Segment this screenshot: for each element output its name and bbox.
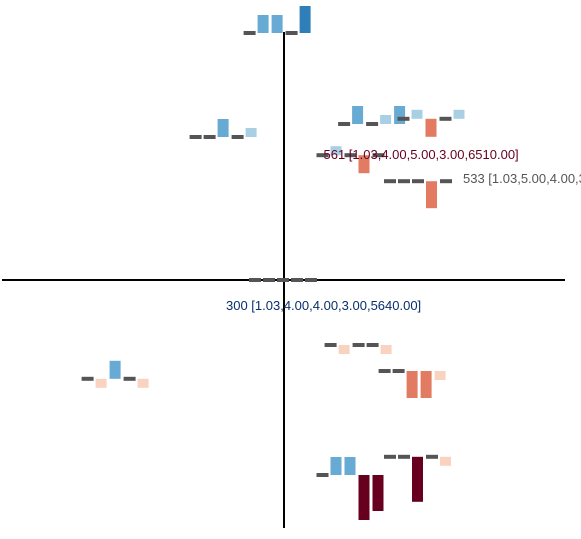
glyph-cell-neutral (392, 369, 405, 373)
glyph-cell-neutral (384, 454, 396, 459)
glyph-cell-negative (425, 118, 437, 137)
glyph-layer (81, 6, 465, 520)
glyph-cell-positive (271, 15, 283, 33)
glyph-cell-neutral (378, 369, 391, 373)
glyph-cell-positive (109, 360, 121, 379)
glyph-cell-neutral (285, 31, 298, 35)
glyph-cell-neutral (366, 343, 379, 347)
glyph-cell-positive (245, 128, 257, 137)
glyph-cell-positive (330, 457, 342, 475)
point-glyph-p8[interactable] (324, 343, 392, 354)
glyph-cell-neutral (203, 135, 216, 139)
glyph-cell-negative (95, 378, 107, 388)
glyph-cell-positive (453, 109, 465, 119)
glyph-cell-neutral (439, 116, 452, 121)
glyph-cell-neutral (366, 122, 379, 126)
glyph-cell-positive (344, 457, 356, 475)
point-glyph-p9[interactable] (378, 369, 446, 398)
glyph-cell-positive (217, 119, 229, 137)
point-glyph-p1[interactable] (243, 6, 311, 35)
glyph-cell-negative (358, 475, 370, 520)
glyph-cell-positive (352, 106, 364, 124)
glyph-cell-neutral (338, 122, 351, 126)
glyph-cell-negative (412, 456, 423, 502)
glyph-cell-neutral (344, 153, 357, 158)
glyph-cell-neutral (316, 473, 329, 477)
glyph-cell-neutral (440, 179, 452, 184)
glyph-cell-negative (426, 181, 437, 209)
point-glyph-p2[interactable] (189, 119, 257, 139)
glyph-cell-neutral (412, 179, 424, 184)
glyph-cell-positive (411, 109, 423, 119)
annotation-label-2: 533 [1.03,5.00,4.00,3.00,6370.00] (463, 171, 581, 186)
glyph-cell-negative (338, 345, 350, 354)
point-glyph-p6[interactable] (384, 179, 452, 209)
glyph-cell-negative (372, 475, 384, 511)
glyph-cell-neutral (243, 31, 256, 35)
point-glyph-p3[interactable] (338, 106, 406, 126)
glyph-cell-neutral (324, 343, 337, 347)
point-glyph-p11[interactable] (316, 457, 384, 520)
glyph-cell-positive (330, 146, 342, 156)
glyph-cell-neutral (397, 116, 410, 121)
glyph-cell-negative (358, 155, 370, 174)
annotation-layer: 561 [1.03,4.00,5.00,3.00,6510.00] 533 [1.… (226, 147, 581, 313)
glyph-cell-neutral (263, 278, 275, 282)
glyph-cell-neutral (277, 278, 289, 282)
glyph-cell-neutral (398, 179, 410, 184)
glyph-cell-negative (440, 456, 451, 466)
glyph-cell-neutral (231, 135, 244, 139)
glyph-cell-neutral (249, 278, 261, 282)
annotation-label-1: 561 [1.03,4.00,5.00,3.00,6510.00] (324, 147, 519, 162)
glyph-cell-neutral (81, 376, 94, 381)
glyph-cell-positive (394, 106, 406, 124)
glyph-cell-neutral (305, 278, 317, 282)
glyph-cell-neutral (123, 376, 136, 381)
glyph-cell-neutral (384, 179, 396, 184)
glyph-cell-neutral (398, 454, 410, 459)
glyph-cell-positive (380, 115, 392, 124)
point-glyph-p4[interactable] (397, 109, 465, 137)
glyph-cell-neutral (372, 153, 385, 158)
point-glyph-p7[interactable] (249, 278, 317, 282)
point-glyph-p12[interactable] (384, 454, 451, 502)
glyph-cell-negative (420, 371, 432, 398)
point-glyph-p10[interactable] (81, 360, 149, 388)
glyph-cell-negative (434, 371, 446, 380)
point-glyph-p5[interactable] (316, 146, 385, 174)
glyph-cell-negative (380, 345, 392, 354)
glyph-cell-positive (257, 15, 269, 33)
glyph-cell-neutral (426, 454, 438, 459)
glyph-cell-positive (299, 6, 311, 33)
glyph-cell-negative (137, 378, 149, 388)
glyph-cell-neutral (352, 343, 365, 347)
annotation-label-3: 300 [1.03,4.00,4.00,3.00,5640.00] (226, 298, 421, 313)
glyph-cell-neutral (316, 153, 329, 158)
glyph-cell-neutral (189, 135, 202, 139)
glyph-cell-neutral (291, 278, 303, 282)
glyph-cell-negative (406, 371, 418, 398)
